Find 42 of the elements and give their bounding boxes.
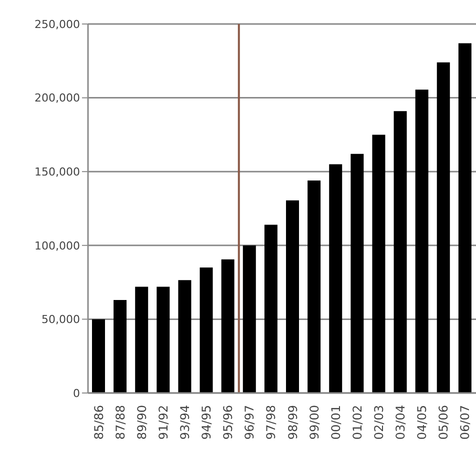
bar xyxy=(156,286,170,393)
x-tick-label: 85/86 xyxy=(92,405,106,440)
bar xyxy=(415,90,428,393)
x-tick-label: 91/92 xyxy=(156,405,170,440)
bar xyxy=(350,154,364,393)
y-tick-label: 0 xyxy=(73,386,80,400)
y-tick-label: 150,000 xyxy=(34,166,80,179)
x-tick-label: 01/02 xyxy=(350,405,364,440)
y-tick-label: 200,000 xyxy=(34,92,80,105)
bar xyxy=(178,280,192,393)
bar xyxy=(436,62,450,393)
x-tick-label: 87/88 xyxy=(113,405,128,440)
x-tick-label: 96/97 xyxy=(242,405,257,440)
x-tick-label: 94/95 xyxy=(200,405,214,440)
x-tick-label: 02/03 xyxy=(372,405,386,440)
bar xyxy=(200,268,213,393)
bar xyxy=(221,259,234,393)
bar xyxy=(114,300,127,393)
x-tick-label: 97/98 xyxy=(264,405,278,440)
y-tick-label: 250,000 xyxy=(34,18,80,31)
x-tick-label: 95/96 xyxy=(221,405,236,440)
bar xyxy=(264,224,278,393)
bar xyxy=(92,319,105,393)
bar xyxy=(329,164,342,393)
x-tick-label: 05/06 xyxy=(436,405,451,440)
bar xyxy=(242,245,256,393)
x-tick-label: 03/04 xyxy=(394,405,408,440)
x-tick-label: 00/01 xyxy=(328,405,343,440)
y-tick-label: 50,000 xyxy=(42,313,80,326)
x-tick-label: 93/94 xyxy=(178,405,192,440)
bar xyxy=(458,43,472,393)
x-tick-label: 98/99 xyxy=(286,405,300,440)
x-tick-label: 06/07 xyxy=(458,405,472,440)
bar xyxy=(135,286,148,393)
x-tick-label: 99/00 xyxy=(307,405,322,440)
x-tick-label: 04/05 xyxy=(415,405,430,440)
bar xyxy=(394,111,407,393)
y-tick-label: 100,000 xyxy=(34,239,80,252)
bar xyxy=(286,200,299,393)
bar xyxy=(372,134,386,393)
x-tick-label: 89/90 xyxy=(134,405,149,440)
bar xyxy=(308,180,321,393)
